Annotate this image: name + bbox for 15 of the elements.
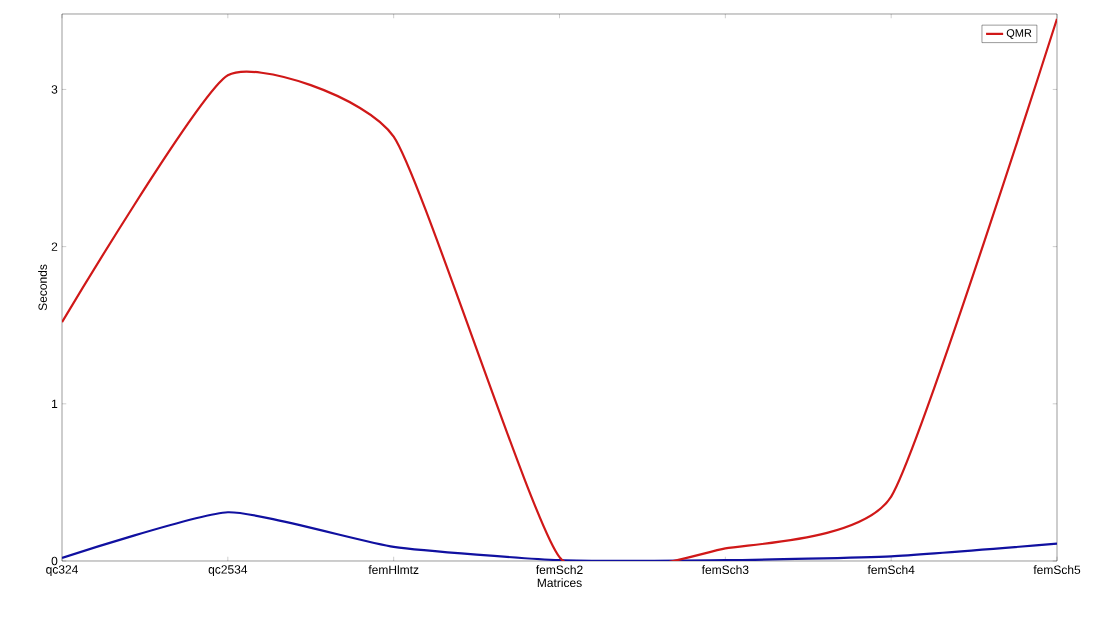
- x-tick-label: femHlmtz: [368, 565, 419, 575]
- y-tick-label: 0: [51, 556, 58, 566]
- line-series: [62, 511, 1058, 561]
- y-tick-label: 1: [52, 399, 58, 408]
- x-axis-title: Matrices: [537, 578, 582, 588]
- y-tick-label: 3: [51, 85, 58, 94]
- x-tick-label: femSch2: [536, 565, 583, 575]
- y-axis-title: Seconds: [38, 264, 47, 311]
- x-tick-label: qc324: [46, 565, 78, 577]
- legend-label: QMR: [1006, 29, 1032, 39]
- x-tick-label: femSch5: [1033, 565, 1081, 575]
- y-tick-label: 2: [51, 242, 58, 251]
- x-tick-label: qc2534: [208, 565, 248, 577]
- x-tick-label: femSch4: [867, 565, 915, 575]
- x-tick-label: femSch3: [701, 565, 749, 575]
